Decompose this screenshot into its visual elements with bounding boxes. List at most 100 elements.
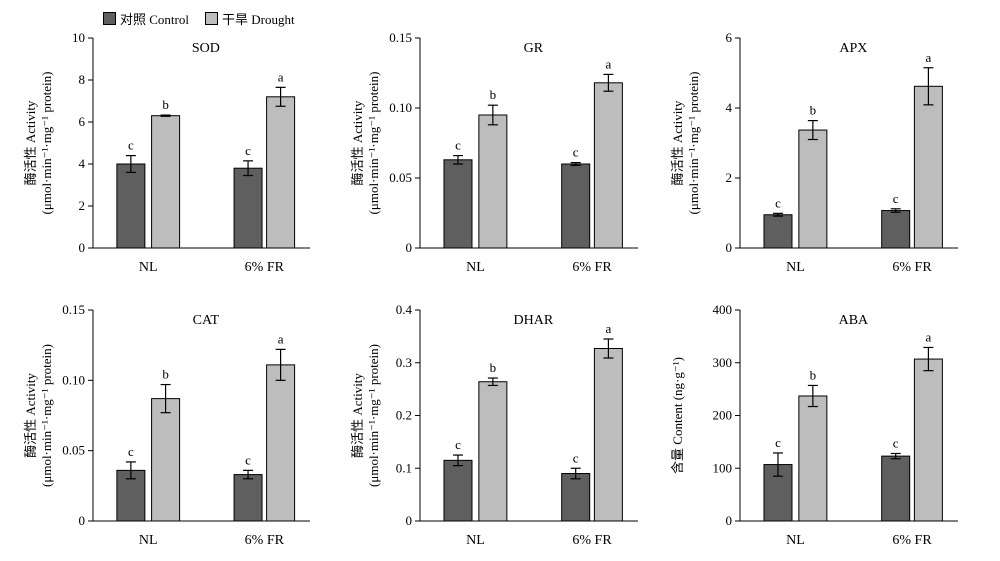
bar — [233, 474, 263, 522]
y-axis-label: 酶活性 Activity — [350, 100, 365, 185]
panel-aba: 0 100 200 300 400 ABA 含量 Content (ng·g⁻¹) NL c b 6… — [670, 302, 958, 548]
bar — [763, 214, 793, 249]
y-tick-label: 0.05 — [389, 170, 412, 185]
y-tick-label: 4 — [79, 156, 86, 171]
significance-label: c — [775, 435, 781, 450]
bar — [116, 163, 146, 249]
y-tick-label: 4 — [726, 100, 733, 115]
significance-label: c — [128, 138, 134, 153]
bar — [443, 159, 473, 249]
x-tick-label: NL — [466, 260, 485, 275]
x-tick-label: NL — [786, 260, 805, 275]
y-tick-label: 0.3 — [396, 355, 412, 370]
y-tick-label: 10 — [72, 30, 85, 45]
y-tick-label: 200 — [713, 408, 733, 423]
significance-label: c — [245, 143, 251, 158]
y-axis-label: 酶活性 Activity — [350, 373, 365, 458]
bar — [561, 163, 591, 249]
significance-label: b — [490, 360, 497, 375]
y-axis-label-units: (μmol·min⁻¹·mg⁻¹ protein) — [39, 344, 54, 487]
bar — [443, 459, 473, 522]
panel-title: CAT — [193, 313, 220, 328]
y-tick-label: 0 — [79, 240, 86, 255]
significance-label: a — [926, 50, 932, 65]
significance-label: c — [128, 444, 134, 459]
panel-title: DHAR — [514, 313, 554, 328]
y-axis-label: 酶活性 Activity — [23, 373, 38, 458]
y-axis-label-units: (μmol·min⁻¹·mg⁻¹ protein) — [39, 72, 54, 215]
bar — [593, 348, 623, 522]
y-tick-label: 0 — [79, 513, 86, 528]
legend-label-control: 对照 Control — [120, 11, 189, 27]
y-tick-label: 0.05 — [62, 443, 85, 458]
y-tick-label: 0.2 — [396, 408, 412, 423]
legend-label-drought: 干旱 Drought — [221, 11, 295, 27]
significance-label: a — [606, 321, 612, 336]
panel-title: ABA — [839, 313, 869, 328]
x-tick-label: NL — [466, 533, 485, 548]
panel-dhar: 0 0.1 0.2 0.3 0.4 DHAR 酶活性 Activity (μmol·min⁻¹… — [350, 302, 638, 548]
significance-label: c — [893, 191, 899, 206]
x-tick-label: 6% FR — [892, 533, 932, 548]
bar — [881, 455, 911, 522]
y-tick-label: 0 — [406, 240, 413, 255]
bar — [151, 398, 181, 522]
significance-label: b — [162, 367, 169, 382]
y-axis-label-units: (μmol·min⁻¹·mg⁻¹ protein) — [686, 72, 701, 215]
y-tick-label: 2 — [79, 198, 86, 213]
x-tick-label: NL — [139, 260, 158, 275]
bar — [233, 167, 263, 249]
y-tick-label: 0.15 — [389, 30, 412, 45]
legend-item-control: 对照 Control — [103, 9, 189, 28]
panel-gr: 0 0.05 0.10 0.15 GR 酶活性 Activity (μmol·min⁻¹·m… — [350, 30, 638, 275]
y-tick-label: 6 — [79, 114, 86, 129]
panel-sod: 0 2 4 6 8 10 SOD 酶活性 Activity (μmol·min⁻¹·mg⁻¹ p… — [23, 30, 310, 275]
legend-item-drought: 干旱 Drought — [204, 9, 295, 28]
bar — [593, 82, 623, 249]
panel-title: APX — [839, 41, 867, 56]
legend: 对照 Control 干旱 Drought — [103, 8, 311, 28]
significance-label: b — [810, 103, 817, 118]
y-tick-label: 0.10 — [62, 372, 85, 387]
y-tick-label: 0.1 — [396, 460, 412, 475]
significance-label: b — [490, 87, 497, 102]
y-tick-label: 0 — [406, 513, 413, 528]
significance-label: b — [162, 97, 169, 112]
panel-title: SOD — [192, 41, 220, 56]
bar — [151, 115, 181, 249]
y-axis-label-units: (μmol·min⁻¹·mg⁻¹ protein) — [366, 344, 381, 487]
y-tick-label: 300 — [713, 355, 733, 370]
x-tick-label: 6% FR — [572, 533, 612, 548]
legend-swatch-drought — [204, 11, 218, 25]
bar — [798, 395, 828, 522]
y-tick-label: 6 — [726, 30, 733, 45]
bar — [266, 96, 296, 249]
y-tick-label: 0.4 — [396, 302, 413, 317]
y-tick-label: 0 — [726, 240, 733, 255]
bar — [478, 114, 508, 249]
x-tick-label: 6% FR — [245, 533, 285, 548]
bar — [478, 381, 508, 522]
y-tick-label: 400 — [713, 302, 733, 317]
bar — [266, 364, 296, 522]
significance-label: a — [926, 329, 932, 344]
x-tick-label: NL — [139, 533, 158, 548]
y-axis-label-units: (μmol·min⁻¹·mg⁻¹ protein) — [366, 72, 381, 215]
panel-cat: 0 0.05 0.10 0.15 CAT 酶活性 Activity (μmol·min⁻¹·… — [23, 302, 310, 548]
x-tick-label: 6% FR — [892, 260, 932, 275]
significance-label: c — [455, 138, 461, 153]
y-axis-label: 含量 Content (ng·g⁻¹) — [670, 357, 685, 474]
x-tick-label: 6% FR — [245, 260, 285, 275]
y-axis-label: 酶活性 Activity — [23, 100, 38, 185]
y-tick-label: 8 — [79, 72, 86, 87]
x-tick-label: NL — [786, 533, 805, 548]
y-tick-label: 2 — [726, 170, 733, 185]
significance-label: c — [573, 450, 579, 465]
bar — [913, 85, 943, 249]
panel-title: GR — [524, 41, 544, 56]
significance-label: c — [775, 195, 781, 210]
y-tick-label: 0 — [726, 513, 733, 528]
bar — [561, 473, 591, 522]
significance-label: c — [573, 145, 579, 160]
significance-label: a — [278, 69, 284, 84]
